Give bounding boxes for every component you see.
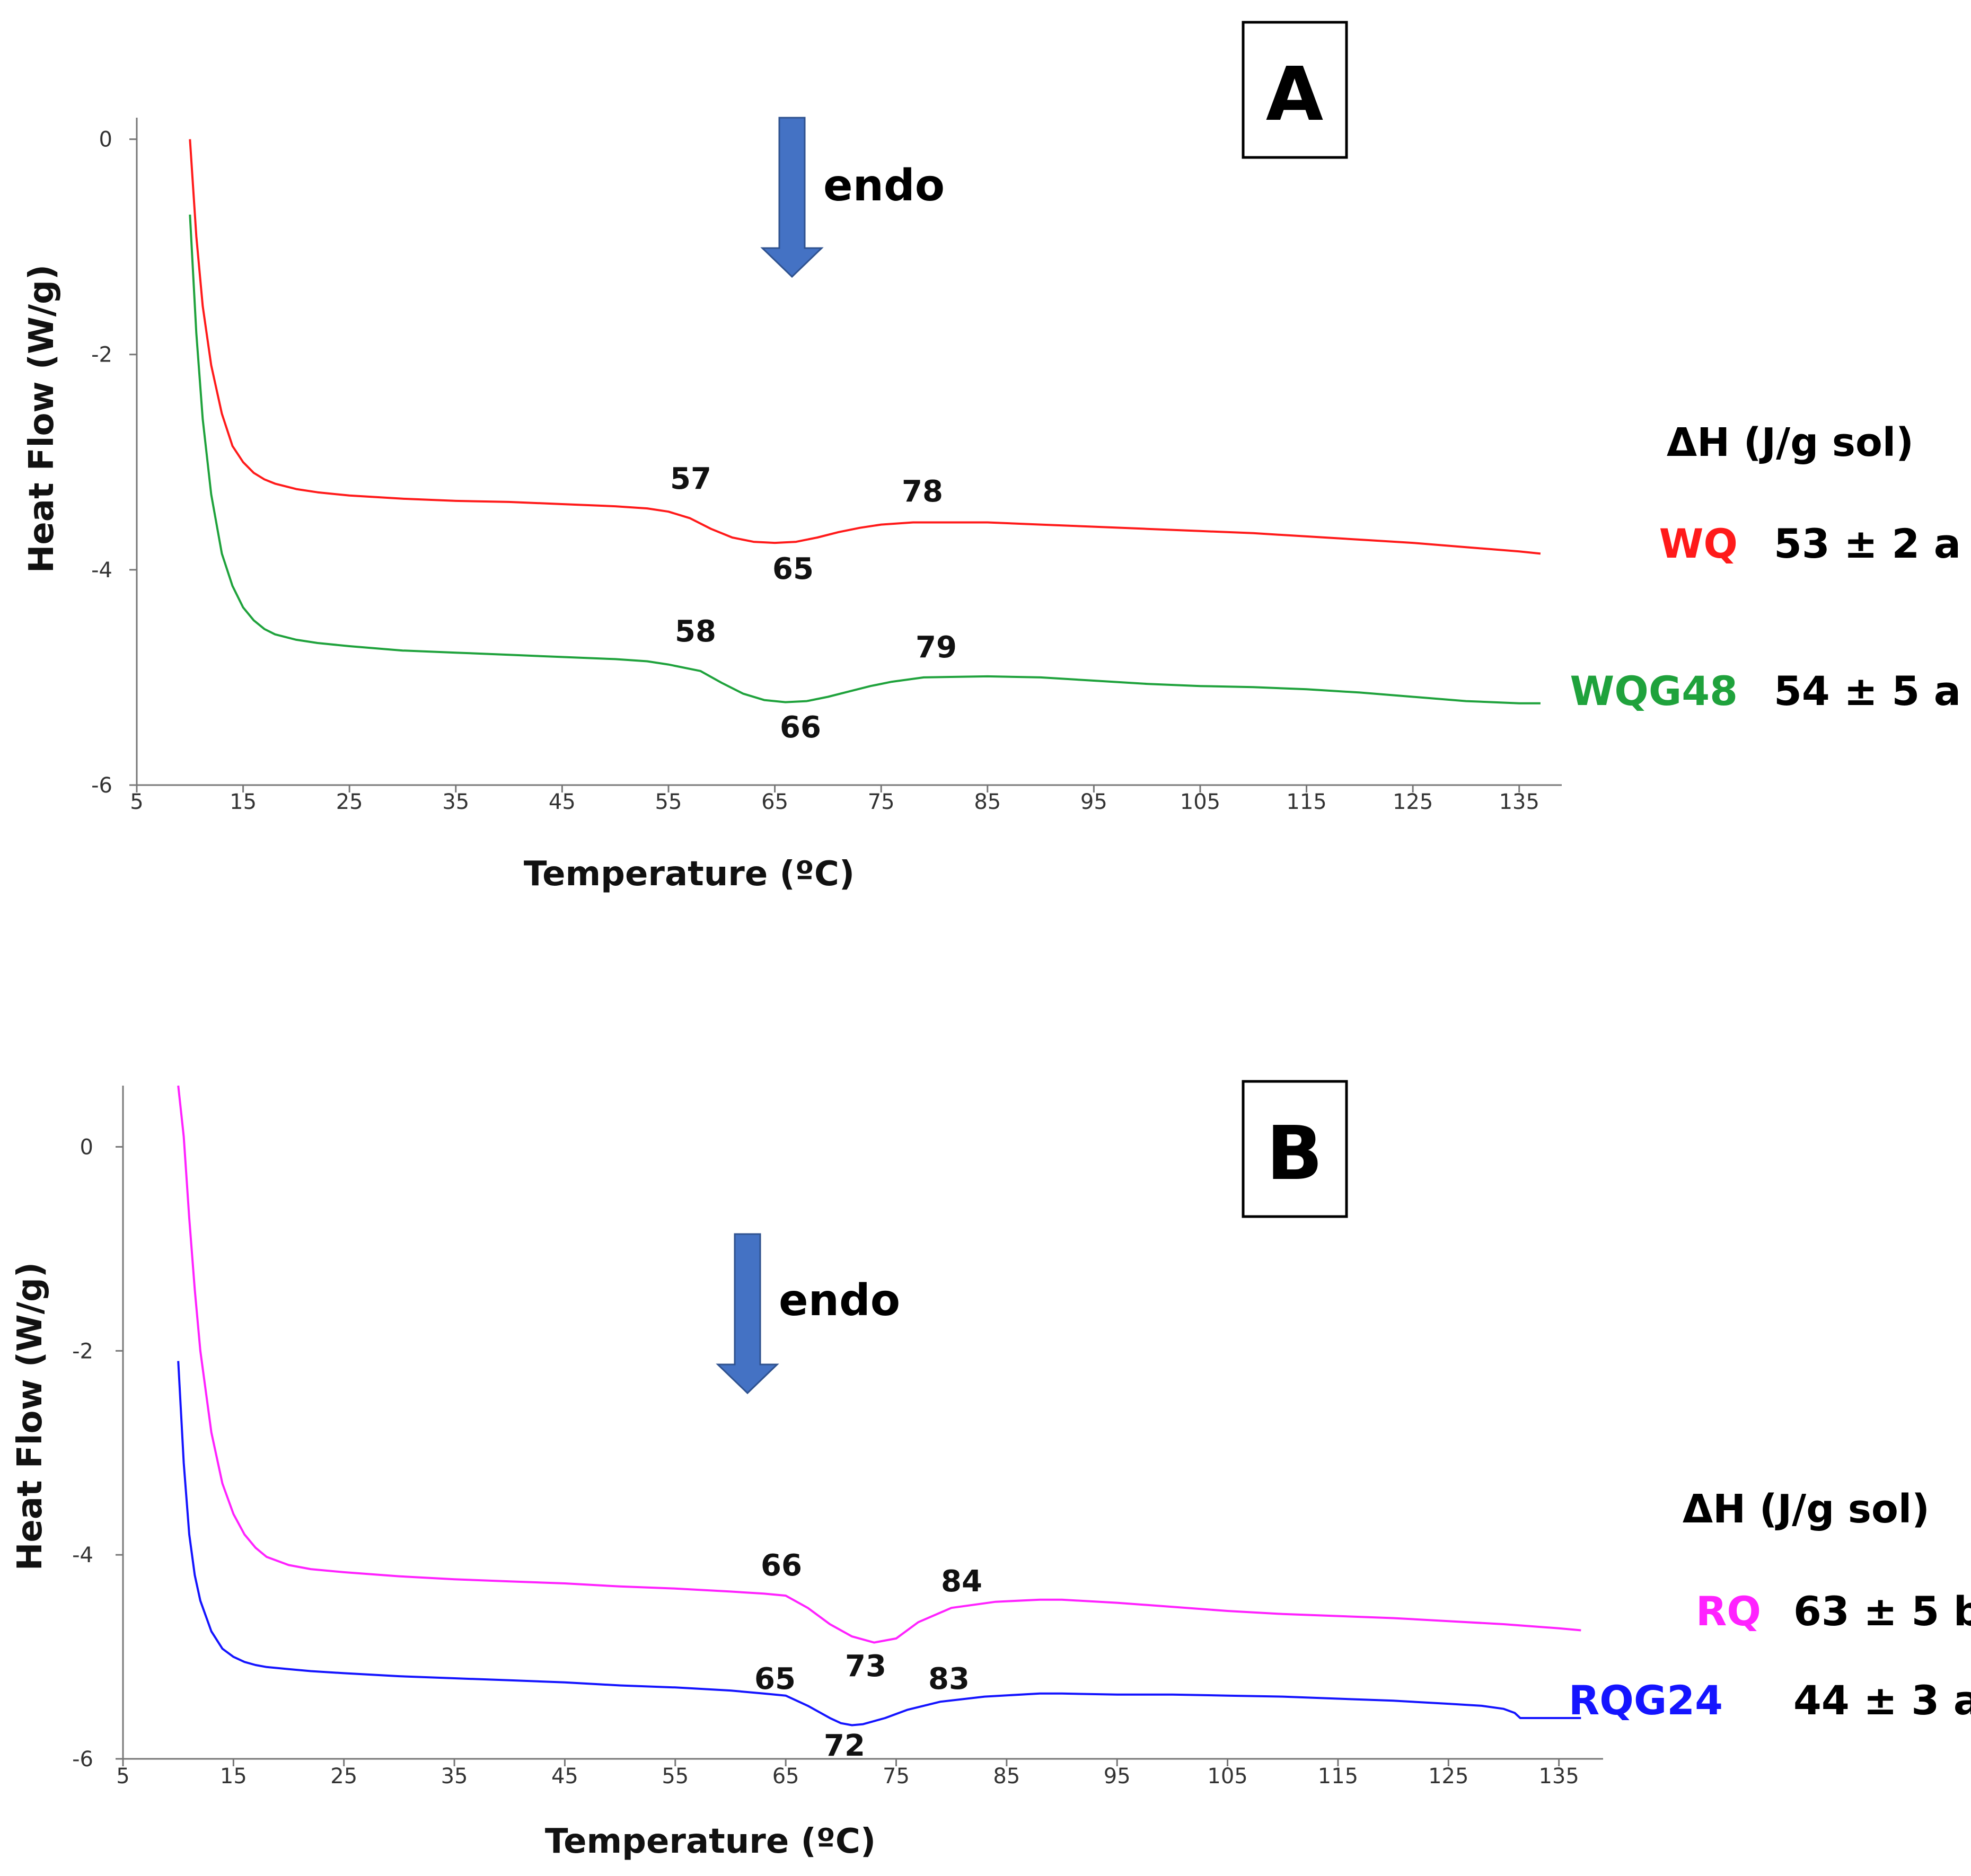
panel-b-dh-title: ΔH (J/g sol) [1683,1486,1930,1532]
panel-b-x-tick-label: 75 [883,1764,910,1789]
series-line-wq [189,139,1541,555]
panel-a-x-tick-label: 65 [761,790,788,814]
panel-a-y-tick-label: -2 [91,343,112,367]
panel-a-x-tick-label: 95 [1080,790,1107,814]
panel-a-x-tick-label: 55 [655,790,682,814]
panel-a-x-tick-label: 125 [1393,790,1433,814]
panel-b-x-tick-label: 115 [1318,1764,1358,1789]
peak-label-wq-endset: 78 [902,474,943,509]
peak-label-wqg48-endset: 79 [916,630,957,665]
panel-b-x-tick-label: 55 [662,1764,689,1789]
peak-label-rqg24-endset: 83 [928,1662,970,1696]
panel-a-plot: 5 15 25 35 45 55 65 75 85 95 105 115 125 135 0 -2 -4 -6 [91,118,1562,814]
panel-b-x-tick-label: 105 [1207,1764,1247,1789]
panel-b-x-axis-title: Temperature (ºC) [545,1822,876,1861]
series-line-wqg48 [189,214,1541,704]
panel-a-x-tick-label: 115 [1286,790,1326,814]
panel-a-x-tick-label: 75 [868,790,895,814]
peak-label-rqg24-peak: 72 [824,1729,865,1763]
legend-dh-wqg48: 54 ± 5 a [1774,667,1961,715]
panel-a-x-tick-label: 5 [130,790,143,814]
panel-a-x-tick-label: 15 [230,790,257,814]
panel-b-x-tick-label: 5 [116,1764,129,1789]
panel-a-y-tick-label: 0 [99,128,112,152]
panel-b-x-tick-label: 25 [330,1764,357,1789]
panel-b-x-tick-label: 15 [220,1764,247,1789]
panel-b-y-tick-label: -2 [72,1339,93,1363]
panel-b-x-tick-label: 65 [772,1764,799,1789]
panel-a-y-axis-title: Heat Flow (W/g) [22,265,61,573]
peak-label-wq-onset: 57 [670,462,711,496]
legend-dh-rqg24: 44 ± 3 a [1793,1677,1971,1724]
panel-b-label: B [1266,1111,1323,1197]
legend-name-wq: WQ [1659,520,1738,567]
panel-b-y-axis-title: Heat Flow (W/g) [11,1262,50,1571]
series-line-rqg24 [177,1361,1581,1727]
panel-a-endo-arrow-icon [760,117,824,278]
panel-a-x-tick-label: 105 [1180,790,1220,814]
legend-name-wqg48: WQG48 [1570,667,1738,715]
legend-name-rqg24: RQG24 [1569,1677,1723,1724]
panel-b-endo-arrow-icon [716,1233,779,1395]
panel-b-plot: 5 15 25 35 45 55 65 75 85 95 105 115 125 135 0 -2 -4 -6 [72,1085,1603,1789]
peak-label-wqg48-onset: 58 [675,614,716,649]
peak-label-wq-peak: 65 [772,552,814,586]
panel-a-x-tick-label: 135 [1499,790,1539,814]
panel-b-x-tick-label: 95 [1104,1764,1131,1789]
panel-b-x-tick-label: 45 [551,1764,578,1789]
panel-b-x-tick-label: 125 [1428,1764,1468,1789]
panel-b-y-tick-label: -6 [72,1747,93,1772]
panel-a-x-tick-label: 85 [974,790,1001,814]
series-line-rq [177,1085,1581,1644]
legend-dh-rq: 63 ± 5 b [1793,1588,1971,1635]
panel-a-endo-label: endo [823,161,945,211]
panel-b-endo-label: endo [779,1275,900,1326]
panel-a-y-tick-label: -4 [91,558,112,583]
panel-b-y-tick-label: 0 [80,1135,93,1159]
panel-b: 5 15 25 35 45 55 65 75 85 95 105 115 125 135 0 -2 -4 -6 T… [11,1080,1971,1861]
panel-b-x-tick-label: 135 [1538,1764,1579,1789]
peak-label-rq-onset: 66 [761,1548,802,1583]
legend-name-rq: RQ [1696,1588,1761,1635]
panel-a-x-tick-label: 35 [442,790,469,814]
panel-a-label-box [1242,21,1348,159]
peak-label-rq-peak: 73 [845,1649,886,1684]
panel-b-x-tick-label: 35 [441,1764,468,1789]
panel-a: 5 15 25 35 45 55 65 75 85 95 105 115 125 135 0 -2 -4 -6 T… [22,21,1961,894]
peak-label-wqg48-peak: 66 [780,710,821,745]
peak-label-rq-endset: 84 [941,1564,982,1599]
panel-a-x-tick-label: 45 [549,790,576,814]
panel-b-label-box [1242,1080,1348,1218]
peak-label-rqg24-onset: 65 [754,1662,796,1696]
panel-a-x-axis-title: Temperature (ºC) [524,855,855,894]
panel-a-dh-title: ΔH (J/g sol) [1667,420,1914,465]
panel-b-y-tick-label: -4 [72,1543,93,1567]
legend-dh-wq: 53 ± 2 a [1774,520,1961,567]
panel-b-x-tick-label: 85 [993,1764,1020,1789]
panel-a-x-tick-label: 25 [336,790,363,814]
panel-a-y-tick-label: -6 [91,773,112,798]
panel-a-label: A [1266,51,1323,138]
